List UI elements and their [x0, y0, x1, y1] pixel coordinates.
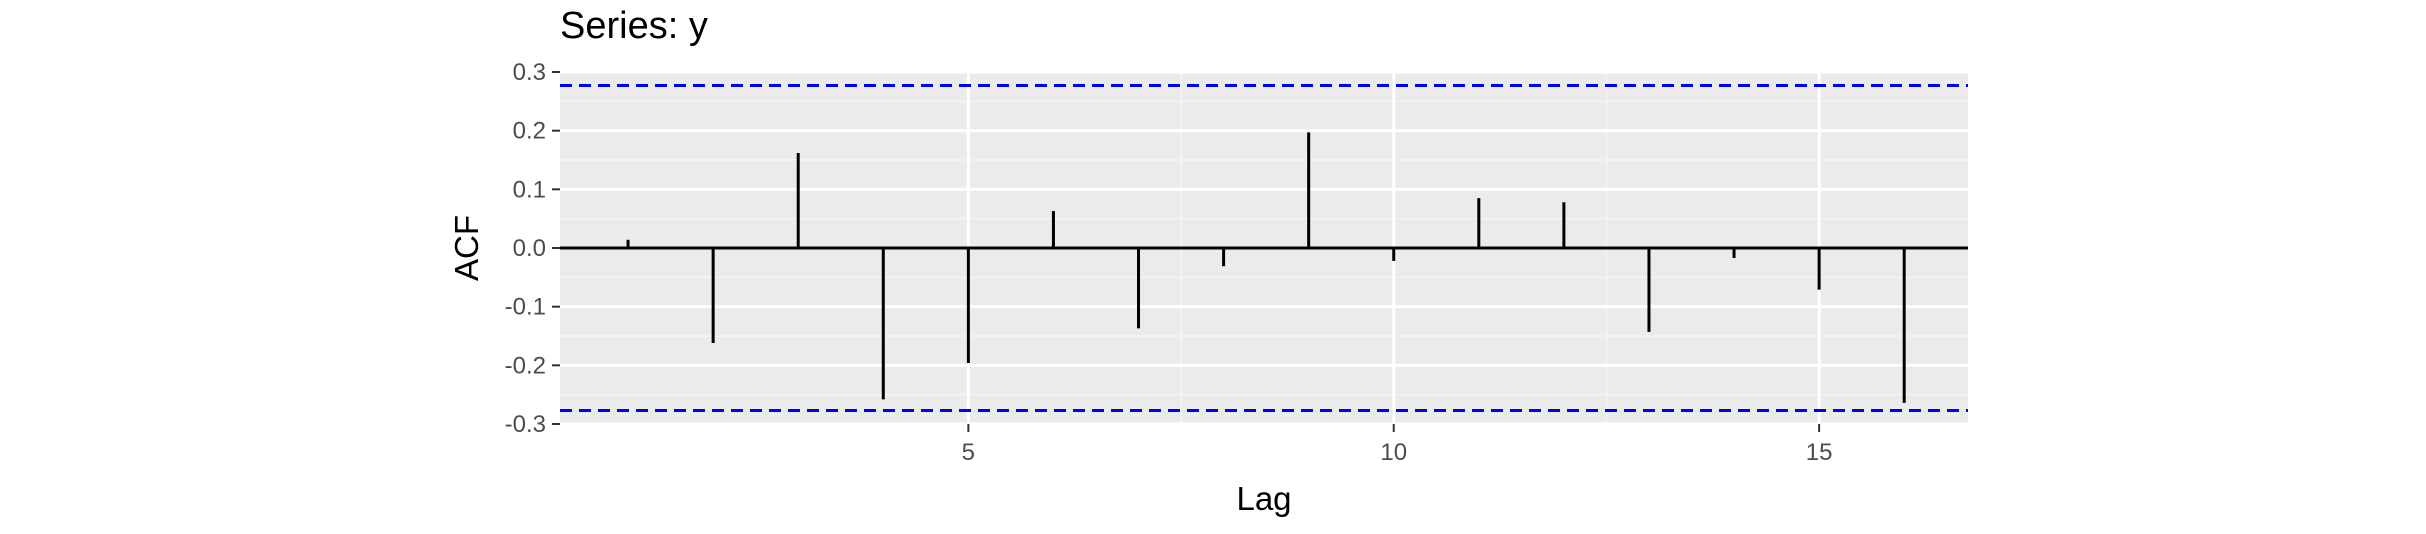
x-tick-label: 5: [962, 439, 975, 466]
y-axis-ticks: 0.3 0.2 0.1 0.0 -0.1 -0.2 -0.3: [505, 59, 560, 438]
chart-title: Series: y: [560, 5, 708, 47]
y-tick-label: -0.2: [505, 352, 546, 379]
y-tick-label: 0.1: [513, 176, 546, 203]
y-tick-label: -0.1: [505, 294, 546, 321]
x-tick-label: 10: [1380, 439, 1407, 466]
x-axis-title: Lag: [1236, 480, 1291, 517]
y-tick-label: 0.2: [513, 118, 546, 145]
y-tick-label: 0.3: [513, 59, 546, 86]
confidence-bounds: [560, 83, 1968, 413]
x-axis-ticks: 5 10 15: [962, 424, 1833, 466]
x-tick-label: 15: [1806, 439, 1833, 466]
y-axis-title: ACF: [448, 215, 485, 281]
y-tick-label: 0.0: [513, 235, 546, 262]
acf-bars: [626, 132, 1906, 403]
y-tick-label: -0.3: [505, 411, 546, 438]
